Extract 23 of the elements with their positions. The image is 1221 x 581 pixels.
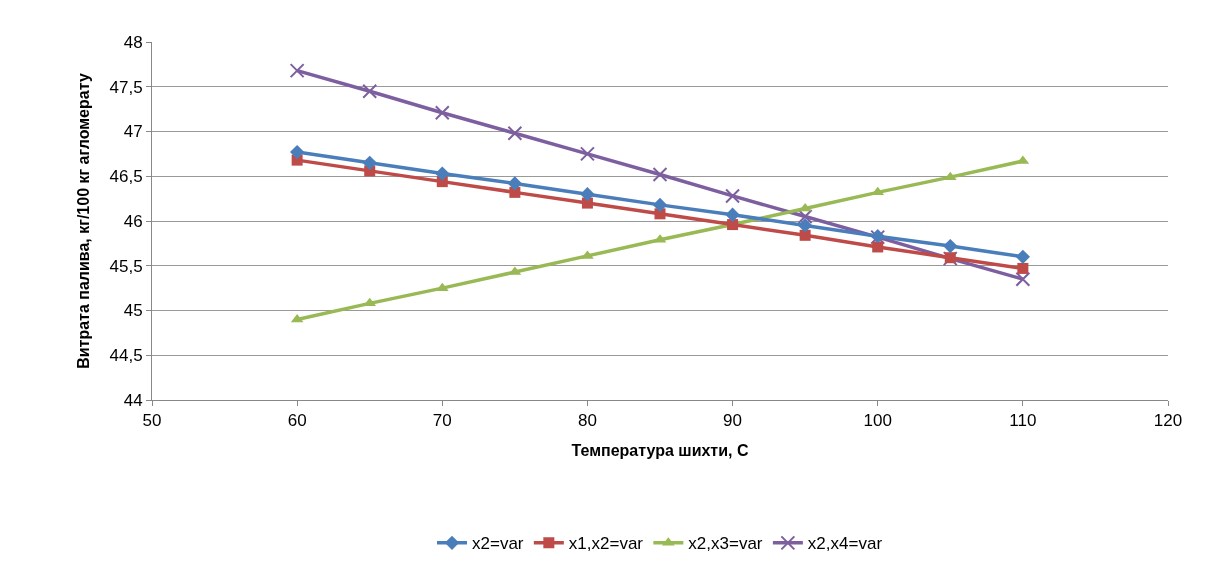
- y-tick-label: 45,5: [109, 256, 143, 276]
- legend-label: x2,x3=var: [688, 534, 763, 554]
- x-axis-title: Температура шихти, С: [571, 442, 749, 460]
- x-tick-label: 110: [1009, 411, 1037, 431]
- y-axis-title: Витрата палива, кг/100 кг агломерату: [75, 73, 93, 369]
- legend-label: x2,x4=var: [807, 534, 883, 554]
- y-tick-label: 47: [123, 122, 143, 142]
- y-tick-label: 44: [123, 390, 143, 410]
- x-tick-label: 70: [432, 411, 452, 431]
- y-tick-label: 47,5: [109, 77, 143, 97]
- x-tick-label: 120: [1153, 411, 1183, 431]
- legend-label: x1,x2=var: [568, 534, 644, 554]
- y-tick-label: 45: [123, 301, 143, 321]
- y-tick-label: 48: [123, 32, 143, 52]
- x-tick-label: 90: [723, 411, 743, 431]
- x-tick-label: 50: [142, 411, 162, 431]
- x-tick-label: 100: [863, 411, 892, 431]
- x-tick-label: 60: [287, 411, 307, 431]
- legend-label: x2=var: [472, 534, 524, 554]
- y-tick-label: 44,5: [109, 346, 143, 366]
- x-tick-label: 80: [577, 411, 597, 431]
- y-tick-label: 46,5: [109, 167, 143, 187]
- y-tick-label: 46: [123, 211, 143, 231]
